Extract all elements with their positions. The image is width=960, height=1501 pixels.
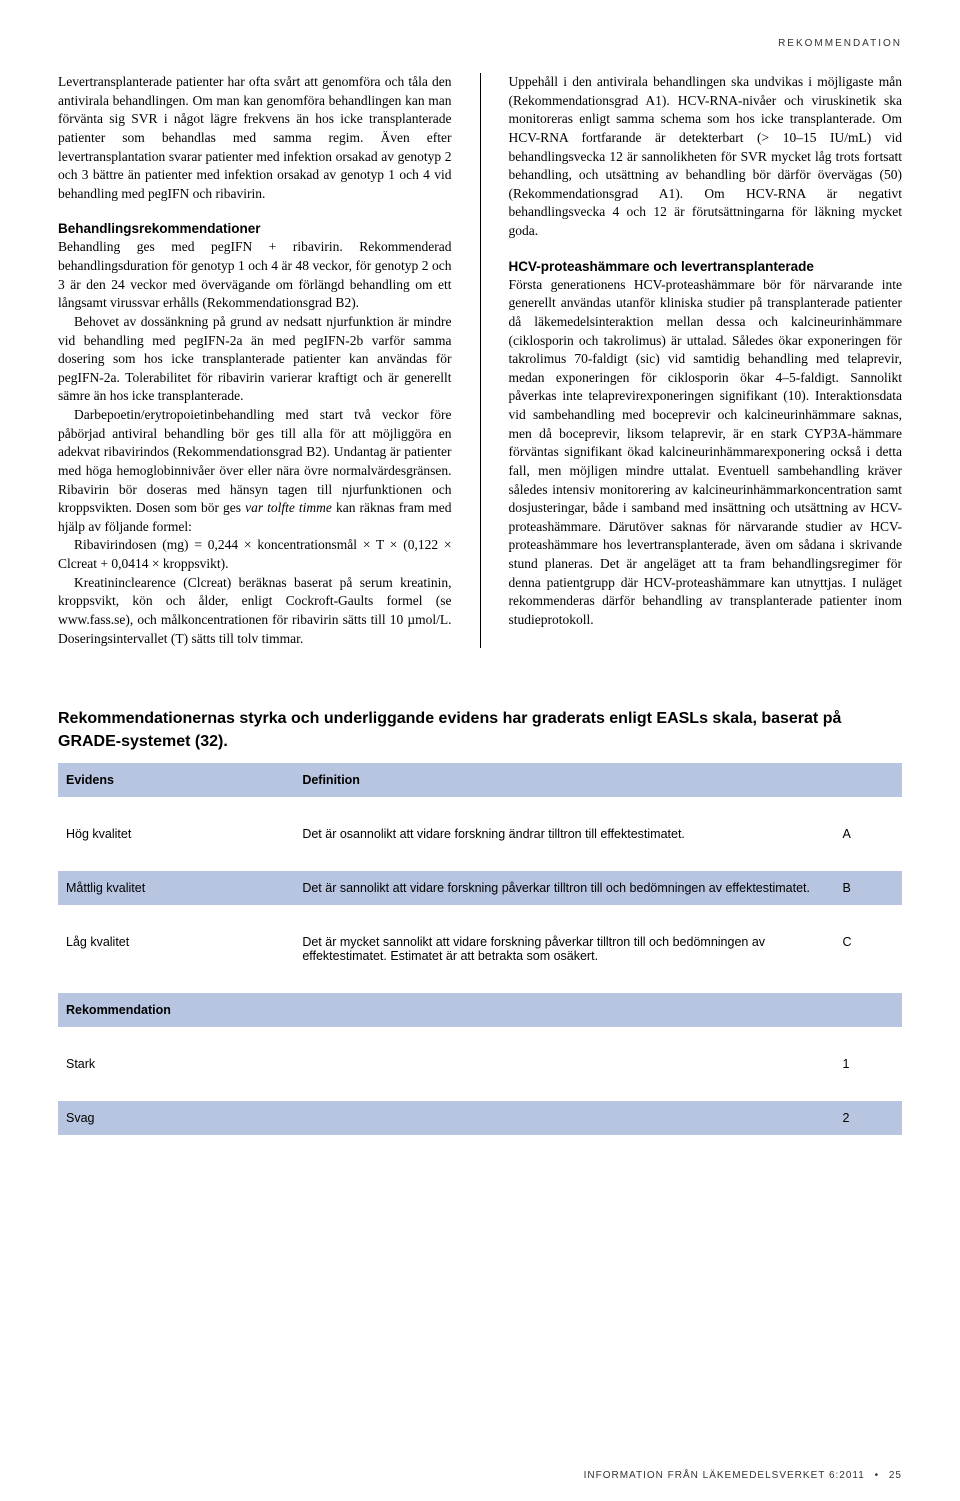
footer-text: INFORMATION FRÅN LÄKEMEDELSVERKET 6:2011	[584, 1470, 865, 1481]
table-rekommendation-header: Rekommendation	[58, 993, 902, 1027]
left-p2a: Behandling ges med pegIFN + ribavirin. R…	[58, 238, 452, 313]
cell-grade: B	[834, 871, 902, 905]
cell-label: Måttlig kvalitet	[58, 871, 294, 905]
th-evidens: Evidens	[58, 763, 294, 797]
cell-grade: 1	[834, 1047, 902, 1081]
page-footer: INFORMATION FRÅN LÄKEMEDELSVERKET 6:2011…	[584, 1470, 902, 1481]
left-p1: Levertransplanterade patienter har ofta …	[58, 73, 452, 203]
th-grade	[834, 763, 902, 797]
cell-def	[294, 1101, 834, 1135]
cell-def: Det är osannolikt att vidare forskning ä…	[294, 817, 834, 851]
cell-label: Hög kvalitet	[58, 817, 294, 851]
table-row: Stark 1	[58, 1047, 902, 1081]
left-p2b: Behovet av dossänkning på grund av nedsa…	[58, 313, 452, 406]
left-p2c-text: Darbepoetin/erytropoietinbehandling med …	[58, 407, 452, 515]
footer-page-number: 25	[889, 1470, 902, 1481]
left-heading-1: Behandlingsrekommendationer	[58, 221, 452, 236]
table-row: Låg kvalitet Det är mycket sannolikt att…	[58, 925, 902, 973]
table-title: Rekommendationernas styrka och underligg…	[58, 708, 902, 753]
right-heading-1: HCV-proteashämmare och levertransplanter…	[509, 259, 903, 274]
left-p2c-italic: var tolfte timme	[245, 500, 332, 515]
cell-label: Svag	[58, 1101, 294, 1135]
cell-def	[294, 1047, 834, 1081]
left-column: Levertransplanterade patienter har ofta …	[58, 73, 481, 648]
right-p2: Första generationens HCV-proteashämmare …	[509, 276, 903, 630]
table-header-row: Evidens Definition	[58, 763, 902, 797]
left-p2d: Ribavirindosen (mg) = 0,244 × koncentrat…	[58, 536, 452, 573]
two-column-layout: Levertransplanterade patienter har ofta …	[58, 73, 902, 648]
cell-def: Det är mycket sannolikt att vidare forsk…	[294, 925, 834, 973]
evidence-table: Evidens Definition Hög kvalitet Det är o…	[58, 763, 902, 1135]
right-p1: Uppehåll i den antivirala behandlingen s…	[509, 73, 903, 241]
cell-grade: A	[834, 817, 902, 851]
left-p2e: Kreatininclearence (Clcreat) beräknas ba…	[58, 574, 452, 649]
table-row: Måttlig kvalitet Det är sannolikt att vi…	[58, 871, 902, 905]
th-definition: Definition	[294, 763, 834, 797]
cell-grade: C	[834, 925, 902, 973]
cell-label: Stark	[58, 1047, 294, 1081]
table-row: Svag 2	[58, 1101, 902, 1135]
cell-label: Låg kvalitet	[58, 925, 294, 973]
th-rekommendation: Rekommendation	[58, 993, 902, 1027]
table-row: Hög kvalitet Det är osannolikt att vidar…	[58, 817, 902, 851]
header-tag: REKOMMENDATION	[58, 38, 902, 49]
left-p2c: Darbepoetin/erytropoietinbehandling med …	[58, 406, 452, 536]
cell-grade: 2	[834, 1101, 902, 1135]
right-column: Uppehåll i den antivirala behandlingen s…	[509, 73, 903, 648]
footer-bullet: •	[875, 1470, 880, 1481]
cell-def: Det är sannolikt att vidare forskning på…	[294, 871, 834, 905]
